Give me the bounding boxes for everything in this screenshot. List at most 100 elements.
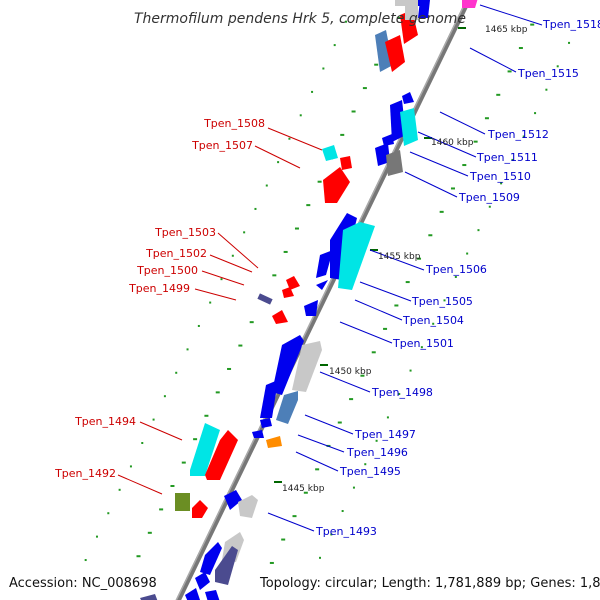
- gene-blue-8[interactable]: [205, 590, 220, 600]
- gene-label[interactable]: Tpen_1497: [354, 428, 416, 441]
- gene-grey-2[interactable]: [292, 341, 322, 392]
- track-dot: [288, 137, 291, 140]
- track-dot: [272, 274, 277, 277]
- track-dot: [152, 418, 155, 421]
- gene-features: [140, 0, 478, 600]
- gene-tpen-1509[interactable]: [386, 150, 403, 176]
- track-dot: [311, 90, 314, 93]
- gene-grey-1: [405, 0, 418, 20]
- gene-tpen-1492[interactable]: [175, 493, 190, 511]
- track-dot: [269, 561, 274, 564]
- gene-label[interactable]: Tpen_1508: [203, 117, 265, 130]
- gene-label[interactable]: Tpen_1505: [411, 295, 473, 308]
- gene-label[interactable]: Tpen_1504: [402, 314, 464, 327]
- track-dot: [330, 533, 333, 536]
- gene-label[interactable]: Tpen_1495: [339, 465, 401, 478]
- track-dot: [265, 184, 268, 187]
- track-dot: [141, 442, 144, 445]
- track-dot: [351, 110, 356, 113]
- leader-lines: [117, 4, 543, 532]
- gene-tpen-1498[interactable]: [272, 335, 304, 395]
- topology-text: Topology: circular; Length: 1,781,889 bp…: [259, 576, 600, 591]
- gene-label[interactable]: Tpen_1502: [145, 247, 207, 260]
- gene-label[interactable]: Tpen_1498: [371, 386, 433, 399]
- gene-red-5[interactable]: [192, 500, 208, 518]
- track-dot: [396, 16, 401, 19]
- gene-label[interactable]: Tpen_1518: [542, 18, 600, 31]
- track-dot: [439, 210, 444, 213]
- gene-label[interactable]: Tpen_1501: [392, 337, 454, 350]
- gene-blue-7[interactable]: [185, 588, 200, 600]
- gene-label[interactable]: Tpen_1503: [154, 226, 216, 239]
- gene-blue-3[interactable]: [260, 380, 278, 418]
- track-dot: [294, 227, 299, 230]
- gene-tpen-1495[interactable]: [266, 436, 282, 448]
- gene-tpen-1494[interactable]: [190, 423, 220, 476]
- track-dot: [317, 180, 322, 183]
- gene-steel-2[interactable]: [276, 391, 298, 424]
- gene-label[interactable]: Tpen_1509: [458, 191, 520, 204]
- gene-tpen-1507[interactable]: [323, 167, 350, 203]
- track-dot: [405, 281, 410, 284]
- gene-label[interactable]: Tpen_1493: [315, 525, 377, 538]
- gene-label[interactable]: Tpen_1506: [425, 263, 487, 276]
- gene-tpen-1493[interactable]: [238, 495, 258, 518]
- gene-label[interactable]: Tpen_1499: [128, 282, 190, 295]
- gene-tpen-1502[interactable]: [282, 287, 294, 298]
- gene-label[interactable]: Tpen_1511: [476, 151, 538, 164]
- gene-tpen-1508[interactable]: [322, 145, 338, 161]
- track-dot: [383, 327, 388, 330]
- gene-cyan-2[interactable]: [338, 222, 375, 290]
- track-dot: [484, 117, 489, 120]
- tick-label: 1445 kbp: [282, 484, 325, 494]
- track-dot: [118, 488, 121, 491]
- track-dot: [197, 324, 200, 327]
- track-dot: [243, 231, 246, 234]
- gene-tpen-1504[interactable]: [304, 300, 318, 316]
- gene-red-3[interactable]: [340, 156, 352, 170]
- track-dot: [530, 23, 535, 26]
- gene-blue-5[interactable]: [200, 542, 222, 575]
- tick-label: 1460 kbp: [431, 138, 474, 148]
- gene-label[interactable]: Tpen_1494: [74, 415, 136, 428]
- gene-label[interactable]: Tpen_1496: [346, 446, 408, 459]
- tick-label: 1465 kbp: [485, 25, 528, 35]
- gene-steel-1[interactable]: [375, 30, 393, 72]
- gene-slate-2[interactable]: [140, 594, 158, 600]
- gene-tpen-1518[interactable]: [462, 0, 478, 8]
- gene-tpen-1510[interactable]: [375, 143, 390, 166]
- track-dot: [545, 88, 548, 91]
- gene-label[interactable]: Tpen_1507: [191, 139, 253, 152]
- track-dot: [341, 510, 344, 513]
- gene-tpen-1505[interactable]: [316, 280, 328, 290]
- tick-labels: 1465 kbp 1460 kbp 1455 kbp 1450 kbp 1445…: [282, 25, 528, 494]
- gene-tpen-1500[interactable]: [257, 293, 273, 305]
- gene-blue-6[interactable]: [195, 572, 210, 590]
- gene-label[interactable]: Tpen_1515: [517, 67, 579, 80]
- track-dot: [345, 20, 348, 23]
- track-dot: [333, 44, 336, 47]
- gene-tpen-1497[interactable]: [260, 418, 272, 428]
- gene-red-1[interactable]: [385, 35, 405, 72]
- gene-slate-1[interactable]: [215, 546, 238, 585]
- track-dot: [315, 468, 320, 471]
- gene-tpen-1499[interactable]: [272, 310, 288, 324]
- track-dot: [409, 369, 412, 372]
- gene-tpen-1511[interactable]: [390, 100, 406, 142]
- gene-label[interactable]: Tpen_1492: [54, 467, 116, 480]
- gene-label[interactable]: Tpen_1500: [136, 264, 198, 277]
- gene-blue-4[interactable]: [224, 490, 242, 510]
- track-dot: [95, 535, 98, 538]
- gene-label[interactable]: Tpen_1510: [469, 170, 531, 183]
- gene-tpen-1512[interactable]: [402, 92, 414, 104]
- gene-blue-2[interactable]: [316, 250, 333, 278]
- gene-tpen-1496[interactable]: [252, 430, 264, 438]
- gene-label[interactable]: Tpen_1512: [487, 128, 549, 141]
- track-dot: [462, 164, 467, 167]
- gene-tpen-1503[interactable]: [286, 276, 300, 290]
- track-dot: [249, 321, 254, 324]
- gene-red-4[interactable]: [205, 430, 238, 480]
- gene-cyan-1[interactable]: [400, 108, 418, 146]
- track-dot: [364, 463, 367, 466]
